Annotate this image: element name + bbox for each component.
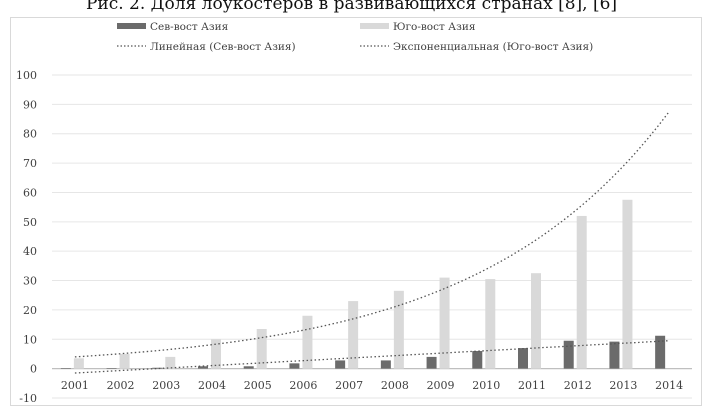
y-tick-label: 0 (30, 363, 37, 376)
x-axis-ticks: 2001 2002 2003 2004 2005 2006 2007 2008 2009 2010… (61, 379, 683, 392)
y-tick-label: 50 (23, 216, 37, 229)
x-tick-label: 2011 (518, 379, 546, 392)
y-tick-label: 30 (23, 275, 37, 288)
bar-series-0-2009 (426, 356, 437, 369)
y-tick-label: 70 (23, 157, 37, 170)
bar-series-0-2004 (198, 366, 208, 369)
bar-series-1-2002 (119, 353, 130, 369)
figure-caption: Рис. 2. Доля лоукостеров в развивающихся… (85, 0, 618, 14)
legend-label-series-1: Юго-вост Азия (393, 21, 476, 33)
x-tick-label: 2006 (289, 379, 317, 392)
x-tick-label: 2013 (609, 379, 637, 392)
legend: Сев-вост Азия Юго-вост Азия Линейная (Се… (117, 21, 593, 53)
y-tick-label: 80 (23, 128, 37, 141)
x-tick-label: 2009 (427, 379, 455, 392)
bar-series-0-2010 (472, 351, 483, 369)
bar-series-1-2005 (256, 328, 267, 369)
y-tick-label: 60 (23, 186, 37, 199)
x-tick-label: 2003 (152, 379, 180, 392)
x-tick-label: 2014 (655, 379, 683, 392)
bar-series-1-2007 (348, 301, 359, 369)
bar-series-0-2002 (106, 368, 117, 369)
bar-series-1-2012 (576, 215, 587, 369)
bar-series-1-2003 (165, 356, 176, 369)
bar-series-1-2009 (439, 277, 450, 369)
bar-series-1-2008 (393, 290, 404, 369)
legend-label-series-0: Сев-вост Азия (150, 21, 229, 33)
x-tick-label: 2010 (472, 379, 500, 392)
x-tick-label: 2002 (107, 379, 135, 392)
legend-swatch-series-0 (117, 23, 146, 29)
y-tick-label: 40 (23, 245, 37, 258)
bars (60, 199, 666, 369)
gridlines (52, 74, 692, 399)
bar-series-0-2007 (335, 360, 346, 369)
bar-series-0-2006 (289, 363, 300, 369)
bar-series-0-2014 (655, 335, 666, 369)
bar-series-0-2011 (518, 348, 528, 369)
x-tick-label: 2007 (335, 379, 363, 392)
legend-label-trend-1: Экспоненциальная (Юго-вост Азия) (393, 41, 593, 53)
y-tick-label: 10 (23, 333, 37, 346)
y-tick-label: -10 (19, 392, 37, 405)
bar-series-0-2001 (60, 368, 71, 369)
x-tick-label: 2008 (381, 379, 409, 392)
y-axis-ticks: -10 0 10 20 30 40 50 60 70 80 90 100 (16, 69, 37, 405)
legend-label-trend-0: Линейная (Сев-вост Азия) (150, 41, 296, 53)
y-tick-label: 100 (16, 69, 37, 82)
bar-series-0-2005 (243, 366, 254, 369)
bar-series-0-2003 (152, 367, 163, 369)
y-tick-label: 20 (23, 304, 37, 317)
bar-series-1-2001 (73, 358, 84, 369)
trendlines (74, 111, 670, 374)
x-tick-label: 2004 (198, 379, 226, 392)
legend-swatch-series-1 (360, 23, 389, 29)
bar-series-1-2006 (302, 315, 313, 369)
bar-series-0-2008 (380, 360, 391, 369)
bar-series-1-2010 (485, 279, 496, 369)
bar-series-1-2004 (211, 339, 221, 369)
y-tick-label: 90 (23, 98, 37, 111)
x-tick-label: 2012 (564, 379, 592, 392)
bar-series-1-2011 (531, 273, 541, 369)
bar-series-0-2012 (563, 340, 574, 369)
trendline-exponential (74, 111, 670, 358)
bar-series-1-2013 (622, 199, 633, 369)
x-tick-label: 2001 (61, 379, 89, 392)
bar-series-0-2013 (609, 341, 620, 369)
x-tick-label: 2005 (244, 379, 272, 392)
